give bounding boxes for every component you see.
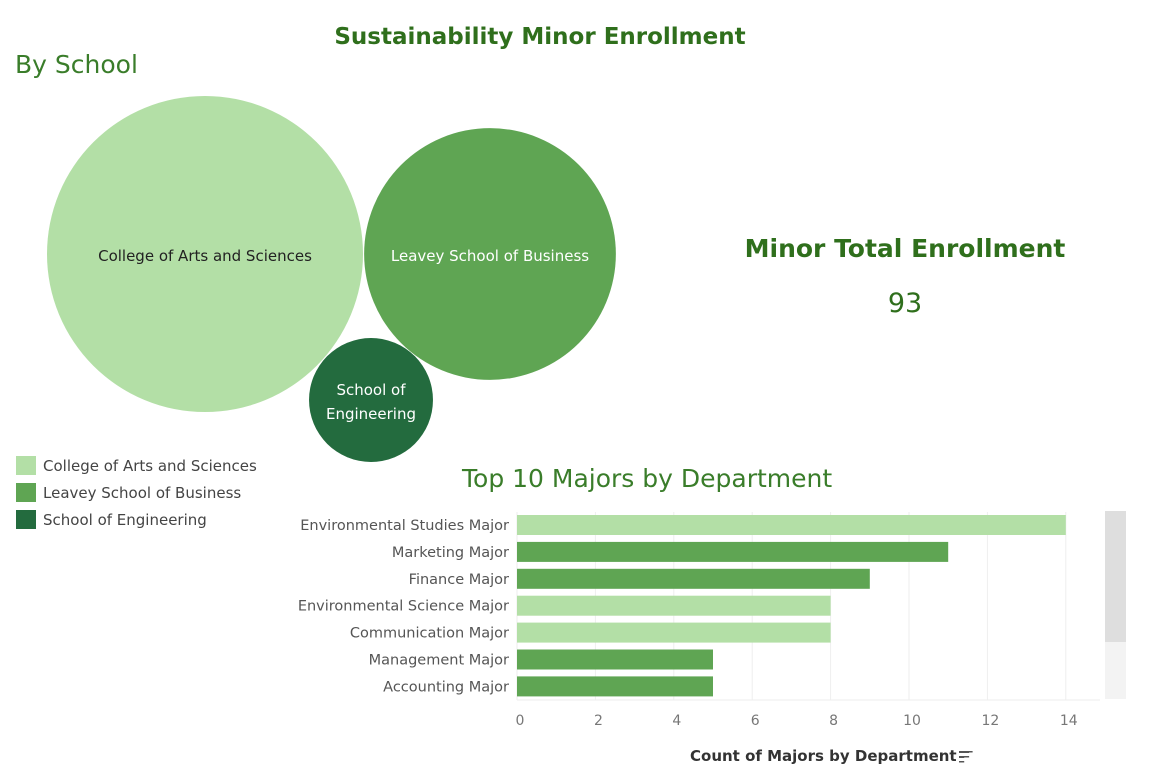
category-label: Environmental Studies Major xyxy=(300,518,509,534)
category-label: Environmental Science Major xyxy=(298,599,509,615)
bar[interactable] xyxy=(517,568,870,589)
bubble-circle[interactable] xyxy=(47,96,363,412)
legend-label: Leavey School of Business xyxy=(43,483,242,502)
bar-chart-title: Top 10 Majors by Department xyxy=(462,464,833,493)
legend-swatch xyxy=(16,483,36,502)
x-tick-label: 2 xyxy=(594,713,603,729)
x-tick-label: 4 xyxy=(672,713,681,729)
x-tick-label: 0 xyxy=(516,713,525,729)
bar[interactable] xyxy=(517,541,949,562)
kpi-value: 93 xyxy=(887,288,923,319)
x-tick-label: 10 xyxy=(903,713,921,729)
legend-swatch xyxy=(16,456,36,475)
bubble[interactable]: School of Engineering xyxy=(309,338,433,462)
dashboard-title: Sustainability Minor Enrollment xyxy=(334,24,746,50)
category-label: Finance Major xyxy=(409,572,509,588)
category-label: Communication Major xyxy=(350,626,509,642)
bar[interactable] xyxy=(517,622,831,643)
bar[interactable] xyxy=(517,515,1066,535)
x-tick-label: 8 xyxy=(829,713,838,729)
x-tick-label: 14 xyxy=(1060,713,1078,729)
bubble-label: Engineering xyxy=(326,405,416,423)
bubble[interactable]: College of Arts and Sciences xyxy=(47,96,363,412)
bar[interactable] xyxy=(517,595,831,616)
category-label: Management Major xyxy=(369,653,509,669)
bubble-label: Leavey School of Business xyxy=(391,247,589,265)
scrollbar-track[interactable] xyxy=(1105,511,1126,699)
legend: College of Arts and Sciences Leavey Scho… xyxy=(16,452,257,533)
legend-swatch xyxy=(16,510,36,529)
category-label: Marketing Major xyxy=(392,545,509,561)
bubble-circle[interactable] xyxy=(364,128,616,380)
bubble-label: School of xyxy=(336,381,406,399)
legend-item[interactable]: College of Arts and Sciences xyxy=(16,452,257,479)
bubble[interactable]: Leavey School of Business xyxy=(364,128,616,380)
x-axis-title[interactable]: Count of Majors by Department xyxy=(690,747,973,765)
legend-item[interactable]: School of Engineering xyxy=(16,506,257,533)
legend-label: School of Engineering xyxy=(43,510,207,529)
legend-label: College of Arts and Sciences xyxy=(43,456,257,475)
scrollbar-thumb[interactable] xyxy=(1105,511,1126,642)
sort-icon[interactable] xyxy=(958,750,973,763)
x-tick-label: 12 xyxy=(981,713,999,729)
bubble-chart: College of Arts and Sciences Leavey Schoo… xyxy=(47,96,616,462)
bar[interactable] xyxy=(517,676,713,697)
x-axis-title-text: Count of Majors by Department xyxy=(690,747,957,765)
bubble-label: College of Arts and Sciences xyxy=(98,247,312,265)
category-label: Accounting Major xyxy=(383,679,509,695)
bubble-chart-title: By School xyxy=(15,50,138,79)
kpi-label: Minor Total Enrollment xyxy=(744,234,1066,263)
legend-item[interactable]: Leavey School of Business xyxy=(16,479,257,506)
bubble-circle[interactable] xyxy=(309,338,433,462)
bar[interactable] xyxy=(517,649,713,670)
x-tick-label: 6 xyxy=(751,713,760,729)
